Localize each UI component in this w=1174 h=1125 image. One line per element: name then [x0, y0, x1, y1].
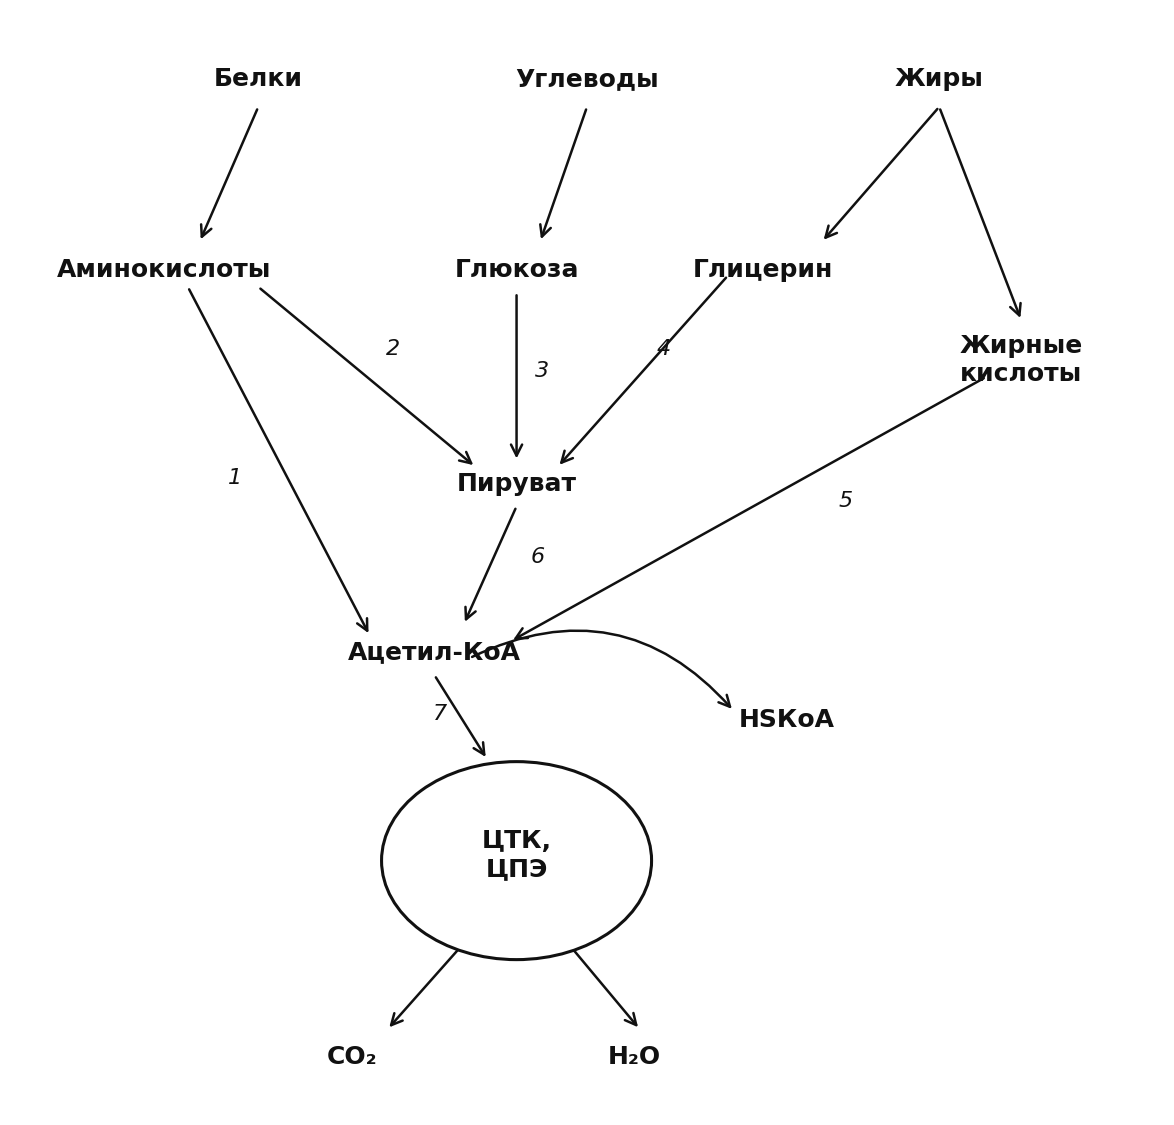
Text: HSКоА: HSКоА: [738, 708, 835, 732]
Text: Пируват: Пируват: [457, 471, 576, 496]
Text: Белки: Белки: [214, 66, 303, 91]
Text: 6: 6: [531, 547, 545, 567]
Text: 3: 3: [535, 361, 549, 381]
Text: Углеводы: Углеводы: [515, 66, 659, 91]
Text: Жирные
кислоты: Жирные кислоты: [960, 334, 1082, 386]
Text: 1: 1: [228, 468, 242, 488]
Text: H₂O: H₂O: [607, 1045, 661, 1070]
Text: 4: 4: [656, 339, 670, 359]
Text: CO₂: CO₂: [326, 1045, 378, 1070]
Text: 2: 2: [386, 339, 400, 359]
Text: 7: 7: [433, 704, 447, 724]
Text: Глюкоза: Глюкоза: [454, 258, 579, 282]
Text: Аминокислоты: Аминокислоты: [58, 258, 271, 282]
Text: Глицерин: Глицерин: [693, 258, 834, 282]
Text: Ацетил-КоА: Ацетил-КоА: [348, 640, 521, 665]
FancyArrowPatch shape: [472, 631, 730, 706]
Text: Жиры: Жиры: [895, 66, 984, 91]
Ellipse shape: [382, 762, 652, 960]
Text: ЦТК,
ЦПЭ: ЦТК, ЦПЭ: [481, 829, 552, 881]
Text: 5: 5: [838, 490, 852, 511]
